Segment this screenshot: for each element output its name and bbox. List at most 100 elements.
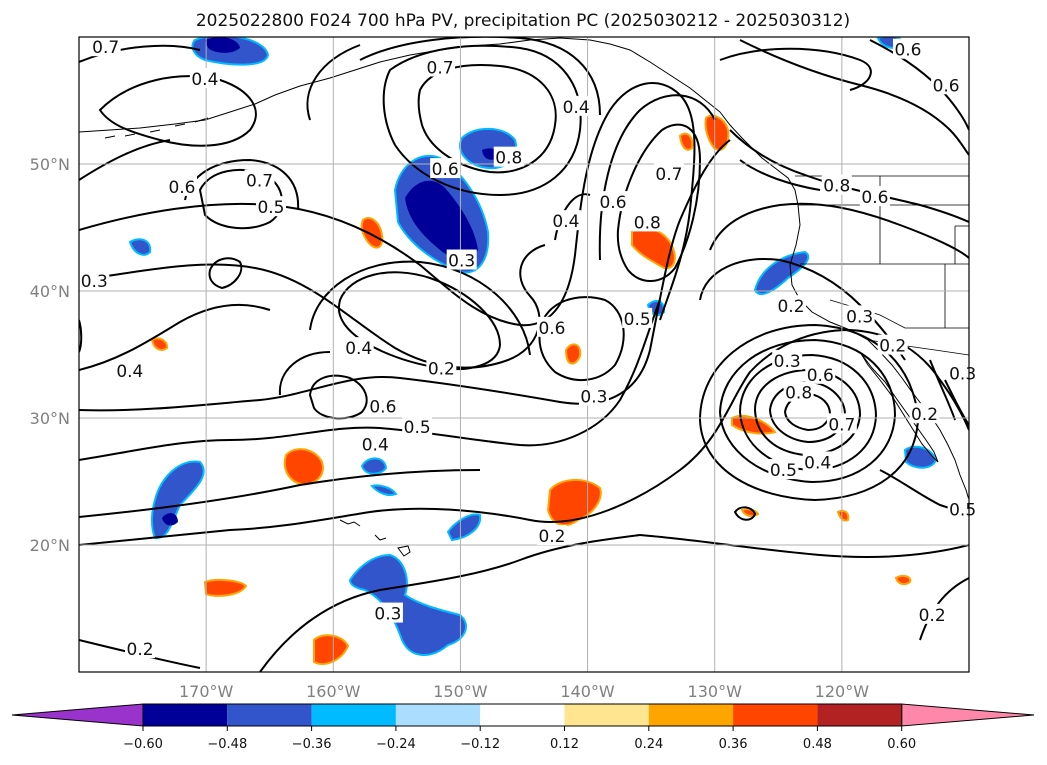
pv-contour bbox=[929, 359, 969, 426]
precip-colorbar: −0.60 −0.48 −0.36 −0.24 −0.12 0.12 0.24 0.36 0.4… bbox=[11, 703, 1035, 752]
contour-label: 0.6 bbox=[805, 363, 836, 386]
contour-label-text: 0.2 bbox=[538, 527, 565, 547]
pv-contour bbox=[639, 534, 969, 558]
contour-label-text: 0.6 bbox=[168, 178, 195, 198]
contour-label-background bbox=[909, 403, 940, 424]
contour-label: 0.3 bbox=[772, 349, 803, 372]
pv-contour bbox=[208, 257, 243, 290]
pv-contour bbox=[709, 202, 969, 259]
contour-label-background bbox=[430, 158, 461, 179]
contour-label: 0.8 bbox=[783, 381, 814, 404]
colorbar-frame bbox=[142, 703, 903, 727]
pv-contour bbox=[79, 139, 171, 181]
pv-contour bbox=[278, 351, 331, 396]
latitude-tick-label: 50°N bbox=[30, 155, 70, 174]
contour-label-background bbox=[493, 146, 524, 167]
contour-label: 0.5 bbox=[402, 415, 433, 438]
contour-label: 0.3 bbox=[844, 305, 875, 327]
contour-label: 0.2 bbox=[426, 357, 457, 379]
contour-label: 0.6 bbox=[892, 38, 923, 61]
contour-label-background bbox=[360, 433, 391, 454]
contour-label: 0.7 bbox=[653, 163, 684, 185]
contour-label-background bbox=[561, 95, 592, 116]
precip-negative-areas bbox=[128, 37, 938, 656]
contour-label: 0.2 bbox=[536, 525, 567, 547]
latitude-tick-label: 30°N bbox=[30, 409, 70, 428]
contour-label-background bbox=[372, 602, 403, 623]
contour-label-text: 0.2 bbox=[428, 359, 455, 379]
contour-label: 0.2 bbox=[125, 638, 156, 660]
colorbar-tick-label: 0.12 bbox=[550, 737, 579, 752]
pv-contour bbox=[79, 303, 271, 371]
pv-contour bbox=[554, 193, 591, 241]
contour-label: 0.6 bbox=[367, 395, 398, 418]
longitude-tick-label: 160°W bbox=[306, 682, 361, 701]
contour-label-background bbox=[79, 269, 110, 290]
contour-label-text: 0.7 bbox=[246, 172, 273, 192]
contour-label-background bbox=[536, 316, 567, 337]
contour-label-text: 0.4 bbox=[804, 453, 831, 473]
map-axis-labels: 170°W 160°W 150°W 140°W 130°W 120°W 20°N 30°N 40… bbox=[30, 155, 870, 701]
contour-label-background bbox=[536, 525, 567, 546]
pv-contour bbox=[306, 44, 361, 121]
pv-contour bbox=[79, 469, 481, 518]
figure-title: 2025022800 F024 700 hPa PV, precipitatio… bbox=[196, 11, 850, 31]
precip-positive-area bbox=[678, 132, 694, 151]
contour-label-background bbox=[877, 334, 908, 355]
contour-label-text: 0.4 bbox=[116, 362, 143, 382]
pv-contour bbox=[699, 258, 906, 361]
colorbar-tick-label: 0.48 bbox=[803, 737, 832, 752]
contour-label: 0.5 bbox=[255, 196, 286, 218]
colorbar-tick-label: −0.36 bbox=[292, 737, 332, 752]
contour-label-background bbox=[255, 196, 286, 217]
contour-label-text: 0.6 bbox=[894, 41, 921, 61]
contour-label: 0.3 bbox=[446, 249, 477, 272]
pv-contour bbox=[308, 374, 368, 420]
pv-contour bbox=[733, 506, 757, 521]
contour-label-text: 0.5 bbox=[404, 418, 431, 438]
contour-label-background bbox=[426, 357, 457, 378]
contour-label: 0.2 bbox=[776, 295, 806, 317]
contour-label-background bbox=[821, 174, 852, 195]
pv-contour bbox=[359, 37, 601, 116]
pv-contour bbox=[79, 244, 546, 369]
contour-label-text: 0.3 bbox=[846, 307, 873, 327]
contour-label-text: 0.8 bbox=[823, 177, 850, 197]
contour-label-background bbox=[917, 603, 948, 624]
contour-label-text: 0.2 bbox=[777, 297, 804, 317]
contour-label-text: 0.4 bbox=[345, 339, 372, 359]
contour-label-text: 0.5 bbox=[770, 461, 797, 481]
contour-label: 0.5 bbox=[622, 307, 653, 330]
contour-label-background bbox=[166, 175, 197, 196]
contour-label: 0.7 bbox=[244, 169, 275, 192]
pv-contour bbox=[417, 64, 557, 174]
contour-label: 0.8 bbox=[821, 174, 852, 197]
longitude-tick-label: 140°W bbox=[560, 682, 615, 701]
contour-label: 0.6 bbox=[166, 175, 197, 198]
colorbar-segment bbox=[648, 704, 734, 726]
contour-label: 0.4 bbox=[550, 210, 581, 232]
contour-label: 0.8 bbox=[493, 146, 524, 169]
contour-label-text: 0.5 bbox=[257, 198, 284, 218]
contour-label-background bbox=[653, 163, 684, 184]
pv-contour bbox=[79, 319, 83, 353]
contour-label-text: 0.7 bbox=[828, 415, 855, 435]
pv-contour bbox=[382, 44, 582, 197]
contour-label-text: 0.6 bbox=[538, 319, 565, 339]
contour-label: 0.3 bbox=[372, 602, 403, 625]
contour-label-background bbox=[578, 385, 609, 406]
latitude-tick-label: 40°N bbox=[30, 282, 70, 301]
contour-label-background bbox=[859, 186, 890, 207]
contour-label-text: 0.8 bbox=[495, 149, 522, 169]
pv-contour bbox=[753, 368, 862, 457]
pv-contour bbox=[79, 44, 201, 63]
precip-negative-area bbox=[405, 180, 478, 259]
precip-positive-area bbox=[894, 574, 912, 586]
contour-label-text: 0.6 bbox=[432, 160, 459, 180]
contour-label: 0.3 bbox=[947, 362, 978, 385]
contour-label-background bbox=[768, 459, 799, 480]
pv-contour bbox=[337, 271, 502, 371]
contour-label-text: 0.3 bbox=[949, 365, 976, 385]
precip-positive-area bbox=[836, 509, 850, 522]
colorbar-segment bbox=[143, 704, 228, 726]
